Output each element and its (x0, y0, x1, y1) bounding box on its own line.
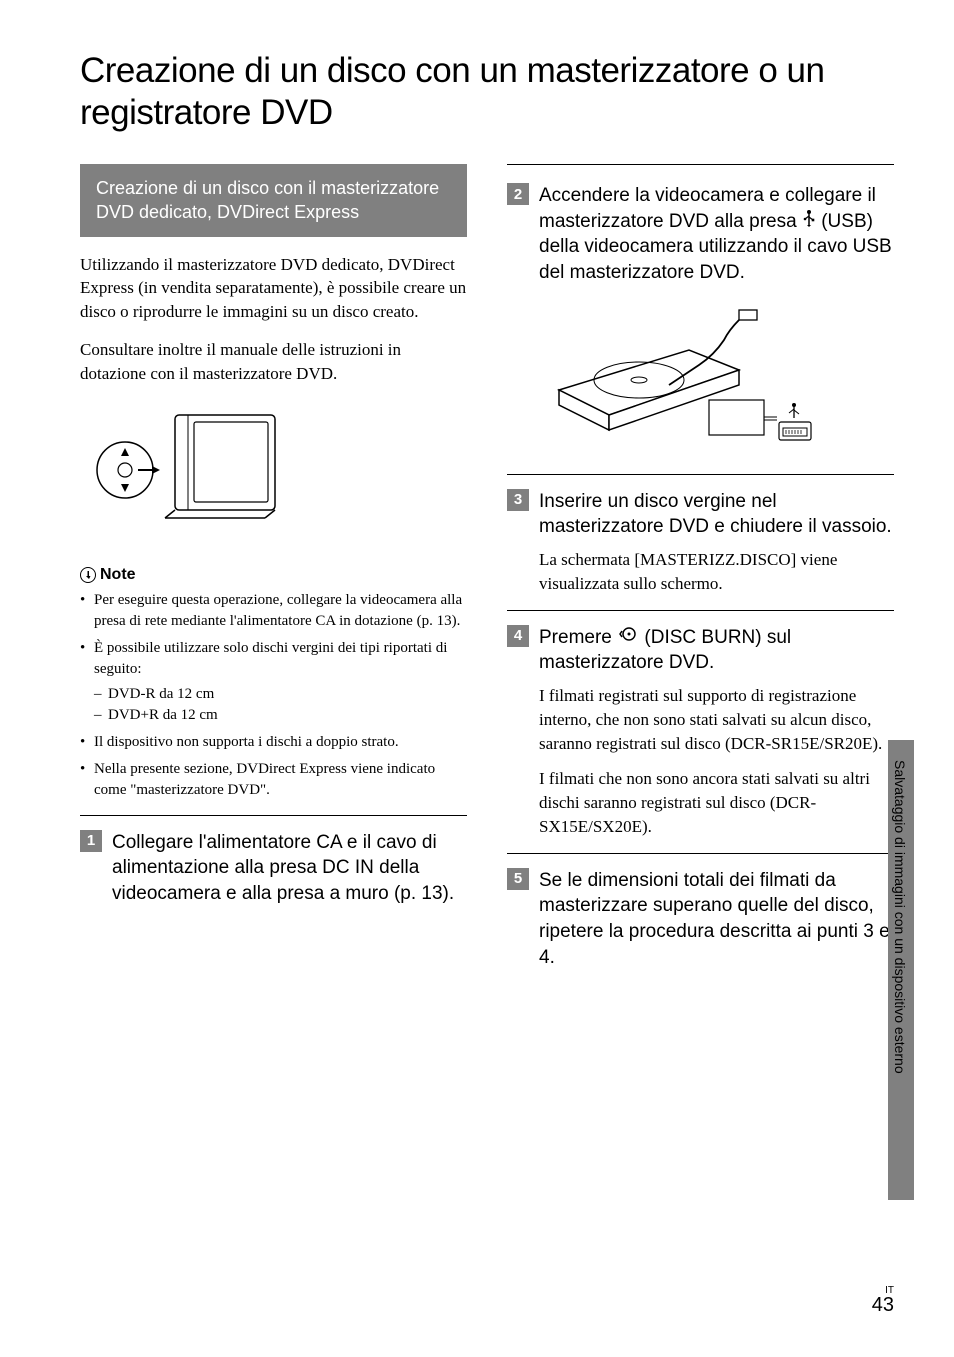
note-text: È possibile utilizzare solo dischi vergi… (94, 640, 447, 677)
disc-type: DVD+R da 12 cm (94, 705, 467, 726)
divider (507, 164, 894, 165)
step-2: 2 Accendere la videocamera e collegare i… (507, 183, 894, 286)
step-3: 3 Inserire un disco vergine nel masteriz… (507, 489, 894, 540)
intro-paragraph-1: Utilizzando il masterizzatore DVD dedica… (80, 253, 467, 324)
right-column: 2 Accendere la videocamera e collegare i… (507, 164, 894, 978)
subsection-heading: Creazione di un disco con il masterizzat… (80, 164, 467, 237)
step-4-subtext-1: I filmati registrati sul supporto di reg… (539, 684, 894, 755)
side-section-label: Salvataggio di immagini con un dispositi… (892, 760, 908, 1074)
step-4: 4 Premere (DISC BURN) sul masterizzatore… (507, 625, 894, 676)
step-3-text: Inserire un disco vergine nel masterizza… (539, 489, 894, 540)
page-footer: IT 43 (872, 1285, 894, 1317)
step-number-badge: 1 (80, 830, 102, 852)
step-text-part: Premere (539, 627, 617, 648)
disc-burn-icon (619, 625, 637, 651)
notes-label: Note (100, 566, 136, 584)
step-5: 5 Se le dimensioni totali dei filmati da… (507, 868, 894, 971)
divider (507, 853, 894, 854)
step-2-text: Accendere la videocamera e collegare il … (539, 183, 894, 286)
step-3-subtext: La schermata [MASTERIZZ.DISCO] viene vis… (539, 548, 894, 596)
step-number-badge: 5 (507, 868, 529, 890)
page-number: 43 (872, 1294, 894, 1316)
note-item: È possibile utilizzare solo dischi vergi… (80, 638, 467, 726)
divider (507, 610, 894, 611)
step-number-badge: 4 (507, 625, 529, 647)
divider (80, 815, 467, 816)
usb-icon (802, 209, 816, 235)
content-columns: Creazione di un disco con il masterizzat… (80, 164, 894, 978)
step-5-text: Se le dimensioni totali dei filmati da m… (539, 868, 894, 971)
disc-type: DVD-R da 12 cm (94, 684, 467, 705)
note-item: Nella presente sezione, DVDirect Express… (80, 759, 467, 801)
note-item: Per eseguire questa operazione, collegar… (80, 590, 467, 632)
step-1: 1 Collegare l'alimentatore CA e il cavo … (80, 830, 467, 907)
step-4-text: Premere (DISC BURN) sul masterizzatore D… (539, 625, 894, 676)
step-4-subtext-2: I filmati che non sono ancora stati salv… (539, 767, 894, 838)
notes-header: Note (80, 566, 467, 584)
intro-paragraph-2: Consultare inoltre il manuale delle istr… (80, 338, 467, 386)
page-title: Creazione di un disco con un masterizzat… (80, 50, 894, 134)
notes-list: Per eseguire questa operazione, collegar… (80, 590, 467, 801)
step-1-text: Collegare l'alimentatore CA e il cavo di… (112, 830, 467, 907)
disc-insert-illustration (80, 400, 280, 550)
step-number-badge: 2 (507, 183, 529, 205)
note-item: Il dispositivo non supporta i dischi a d… (80, 732, 467, 753)
disc-types-list: DVD-R da 12 cm DVD+R da 12 cm (94, 684, 467, 726)
step-number-badge: 3 (507, 489, 529, 511)
dvd-writer-illustration (539, 300, 839, 460)
left-column: Creazione di un disco con il masterizzat… (80, 164, 467, 978)
note-icon (80, 567, 96, 583)
divider (507, 474, 894, 475)
